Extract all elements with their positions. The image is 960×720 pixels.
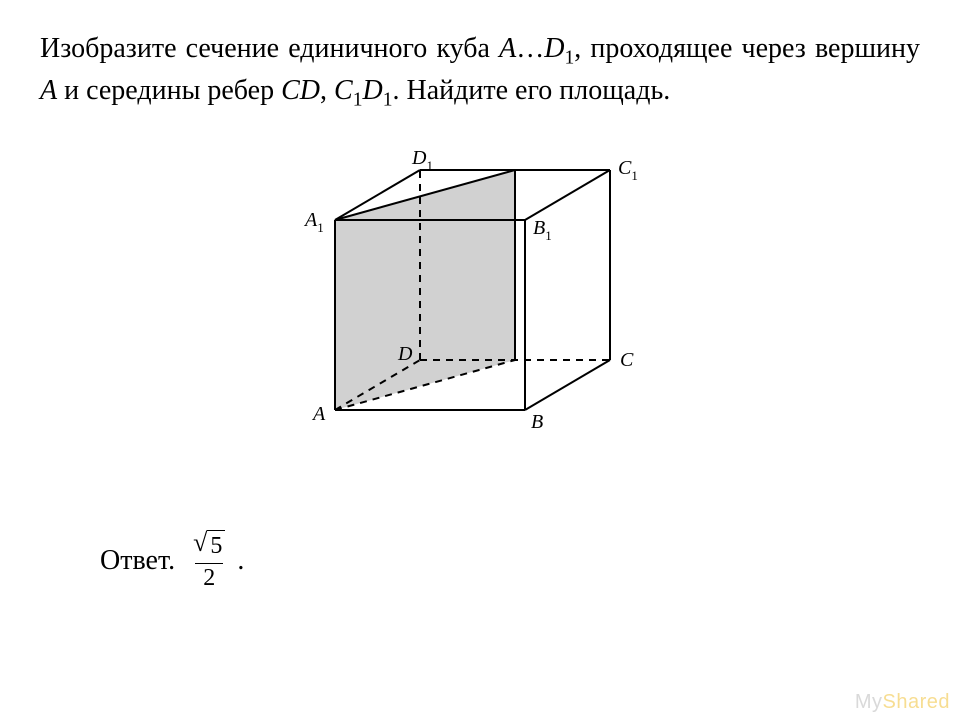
- svg-text:A1: A1: [303, 209, 324, 235]
- answer: Ответ. √ 5 2 .: [100, 530, 244, 591]
- svg-text:B: B: [531, 411, 543, 433]
- sqrt: √ 5: [193, 530, 225, 561]
- problem-text: Изобразите сечение единичного куба A…D1,…: [40, 30, 920, 114]
- cube-figure: ABCDA1B1C1D1: [280, 140, 680, 460]
- watermark: MyShared: [855, 691, 950, 714]
- answer-label: Ответ.: [100, 545, 175, 577]
- svg-text:A: A: [311, 403, 326, 425]
- svg-text:D: D: [397, 343, 413, 365]
- svg-text:C1: C1: [618, 157, 638, 183]
- answer-period: .: [237, 545, 244, 577]
- answer-fraction: √ 5 2: [189, 530, 229, 591]
- svg-text:B1: B1: [533, 217, 552, 243]
- svg-text:C: C: [620, 349, 634, 371]
